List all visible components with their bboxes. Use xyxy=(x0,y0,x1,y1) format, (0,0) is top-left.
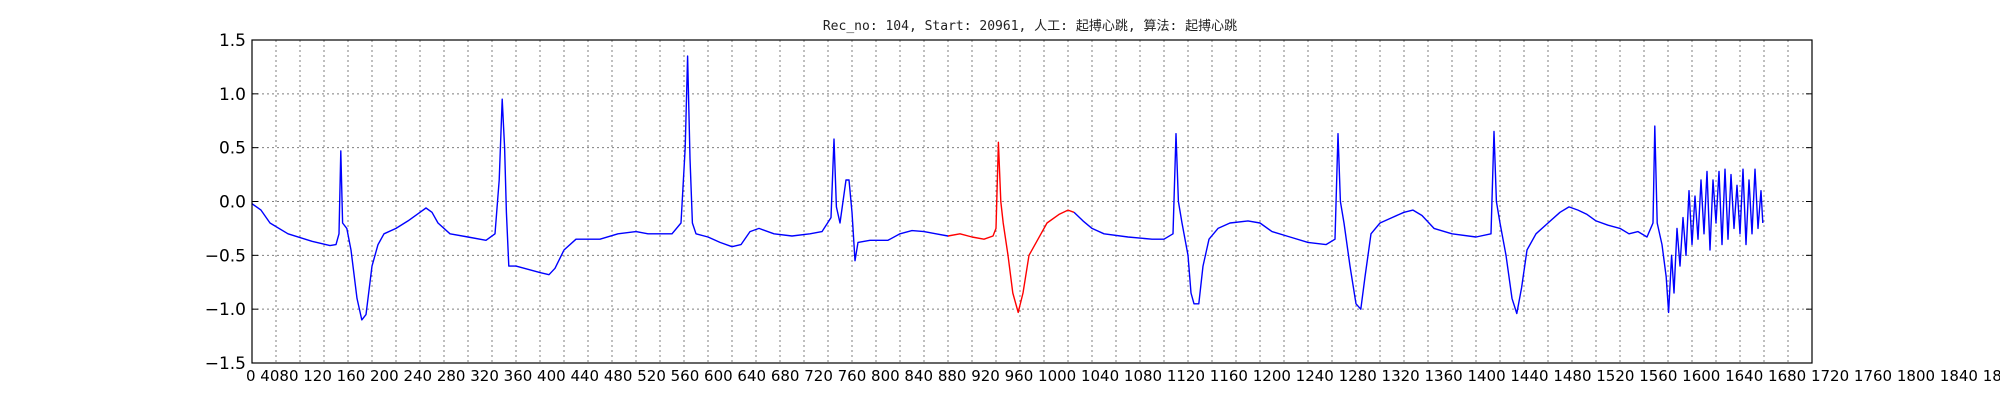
chart-title: Rec_no: 104, Start: 20961, 人工: 起搏心跳, 算法:… xyxy=(823,18,1237,34)
series-line-highlight xyxy=(947,141,1075,314)
y-axis: 1.5 1.0 0.5 0.0 −0.5 −1.0 −1.5 xyxy=(205,31,1812,374)
grid-layer xyxy=(252,40,1812,363)
series-line-signal-2 xyxy=(1073,125,1764,315)
y-tick-label: 1.0 xyxy=(219,85,246,105)
series-layer xyxy=(251,55,1764,321)
y-tick-label: −0.5 xyxy=(205,246,246,266)
y-tick-label: 1.5 xyxy=(219,31,246,51)
y-tick-label: −1.5 xyxy=(205,354,246,374)
y-tick-label: 0.5 xyxy=(219,139,246,159)
x-tick-labels: 0 4080 120 160 200 240 280 320 360 400 4… xyxy=(246,367,2000,385)
y-tick-label: 0.0 xyxy=(219,193,246,213)
y-tick-label: −1.0 xyxy=(205,300,246,320)
series-line-signal xyxy=(251,55,949,321)
